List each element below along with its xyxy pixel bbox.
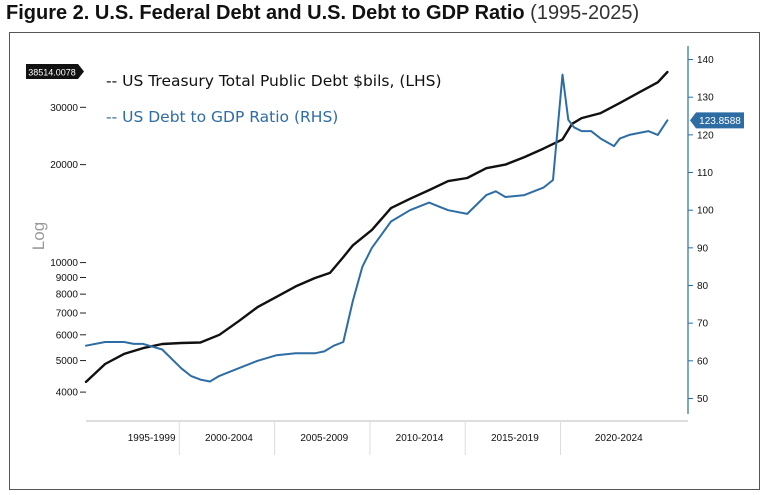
right-axis-tick-label: 130 <box>697 93 714 104</box>
right-axis-tick-label: 140 <box>697 55 714 66</box>
right-axis-tick-label: 120 <box>697 130 714 141</box>
x-axis-tick-label: 2005-2009 <box>300 433 348 444</box>
x-axis-tick-label: 2000-2004 <box>205 433 253 444</box>
figure-title: Figure 2. U.S. Federal Debt and U.S. Deb… <box>6 2 639 25</box>
left-axis-tick-label: 6000 <box>56 330 79 341</box>
left-axis-tick-label: 8000 <box>56 290 79 301</box>
left-axis-title: Log <box>29 222 48 250</box>
left-last-value-label: 38514.0078 <box>28 67 76 77</box>
right-axis-tick-label: 60 <box>697 356 709 367</box>
debt-to-gdp-series-line <box>85 73 669 383</box>
right-axis-tick-label: 100 <box>697 206 714 217</box>
right-axis-tick-label: 50 <box>697 394 709 405</box>
x-axis-tick-label: 2010-2014 <box>396 433 444 444</box>
right-axis-tick-label: 90 <box>697 243 709 254</box>
left-axis-tick-label: 9000 <box>56 273 79 284</box>
plot-area: 4000 5000 6000 7000 8000 9000 10000 20000 30000 L… <box>26 46 744 455</box>
left-axis-tick-label: 5000 <box>56 356 79 367</box>
right-last-value-label: 123.8588 <box>699 116 741 127</box>
legend-item-debt: -- US Treasury Total Public Debt $bils, … <box>106 72 442 90</box>
left-last-value-badge <box>26 63 78 79</box>
x-axis-tick-label: 1995-1999 <box>128 433 176 444</box>
figure-title-date-range: (1995-2025) <box>530 2 640 24</box>
left-axis-tick-label: 20000 <box>50 160 78 171</box>
x-axis-tick-label: 2015-2019 <box>491 433 539 444</box>
right-last-value-badge <box>690 112 744 129</box>
left-axis-tick-label: 30000 <box>50 103 78 114</box>
figure-title-main: Figure 2. U.S. Federal Debt and U.S. Deb… <box>6 2 525 24</box>
left-axis-tick-label: 4000 <box>56 388 79 399</box>
x-axis-tick-label: 2020-2024 <box>595 433 643 444</box>
right-axis-tick-label: 80 <box>697 281 709 292</box>
left-axis-tick-label: 7000 <box>56 309 79 320</box>
left-last-value-badge-pointer <box>78 63 84 79</box>
left-axis-tick-label: 10000 <box>50 258 78 269</box>
chart-frame <box>9 32 760 490</box>
right-axis-tick-label: 110 <box>697 168 713 179</box>
legend-item-ratio: -- US Debt to GDP Ratio (RHS) <box>106 108 338 126</box>
debt-series-line <box>84 70 669 384</box>
right-axis-tick-label: 70 <box>697 319 709 330</box>
